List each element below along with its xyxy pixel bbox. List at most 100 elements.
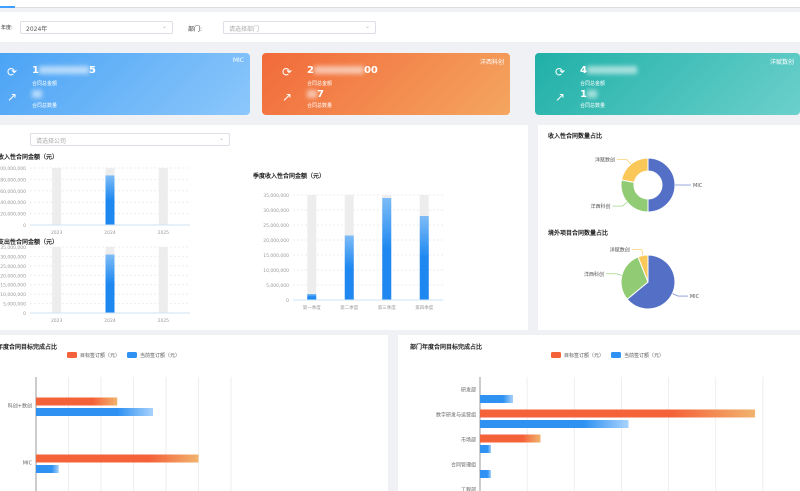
- legend-label: 当前签订额（元）: [140, 352, 180, 359]
- y-tick-label: 10,000,000: [263, 268, 289, 274]
- dept-placeholder: 请选择部门: [229, 26, 260, 33]
- bar: [307, 294, 317, 300]
- amount-panel: 请选择公司 ⌄ 收入性合同金额（元） 0 20,000,000 40,000,000 60…: [0, 125, 528, 330]
- current-amount-bar: [480, 420, 629, 428]
- x-tick-label: 2025: [158, 230, 170, 236]
- top-tab-bar: [0, 0, 800, 8]
- chart-title: 部门年度合同目标完成占比: [410, 343, 482, 351]
- card-amount: 2 00: [307, 65, 378, 76]
- x-tick-label: 2024: [104, 318, 116, 324]
- y-tick-label: 100,000,000: [0, 166, 26, 172]
- chevron-down-icon: ⌄: [161, 23, 167, 30]
- chevron-down-icon: ⌄: [364, 23, 370, 30]
- y-category-label: 合同管理组: [451, 462, 476, 469]
- current-amount-bar: [480, 470, 491, 478]
- card-count: 7: [307, 89, 324, 100]
- y-tick-label: 30,000,000: [0, 254, 26, 260]
- target-amount-bar: [480, 409, 755, 418]
- y-tick-label: 5,000,000: [266, 283, 289, 289]
- x-tick-label: 2025: [158, 318, 170, 324]
- company-select[interactable]: 请选择公司 ⌄: [30, 133, 230, 146]
- bar: [344, 235, 354, 300]
- current-amount-bar: [480, 445, 491, 453]
- y-tick-label: 15,000,000: [0, 283, 26, 289]
- slice-label: 洋赋数创: [595, 157, 615, 164]
- trend-up-icon: ↗: [282, 90, 293, 104]
- chart-title: 收入性合同金额（元）: [0, 153, 58, 161]
- expense-amount-chart: 支出性合同金额（元） 0 5,000,000 10,000,000 15,000,000…: [0, 238, 190, 324]
- y-tick-label: 35,000,000: [0, 245, 26, 251]
- y-tick-label: 10,000,000: [0, 292, 26, 298]
- bar: [419, 216, 429, 300]
- y-tick-label: 25,000,000: [0, 264, 26, 270]
- card-count: 1: [580, 89, 597, 100]
- dept-select[interactable]: 请选择部门 ⌄: [223, 21, 376, 34]
- y-category-label: MIC: [23, 461, 33, 467]
- chevron-down-icon: ⌄: [218, 135, 224, 142]
- chart-title: 支出性合同金额（元）: [0, 238, 58, 246]
- current-amount-bar: [36, 465, 59, 473]
- legend-label: 目标签订额（元）: [564, 352, 604, 359]
- x-tick-label: 2023: [51, 230, 63, 236]
- pie-slice: [620, 179, 649, 213]
- pie-slice: [637, 254, 649, 283]
- yen-cycle-icon: ⟳: [282, 65, 293, 79]
- pie-slice: [647, 157, 676, 213]
- year-value: 2024年: [26, 26, 48, 33]
- y-category-label: 研发部: [461, 387, 476, 394]
- card-count-label: 合同总数量: [307, 103, 333, 109]
- pie-slice: [626, 254, 676, 310]
- label-line: [672, 293, 688, 297]
- card-tag: 洋赋数创: [769, 59, 794, 66]
- chart-title: 境外项目合同数量占比: [548, 229, 608, 237]
- card-count-label: 合同总数量: [32, 103, 58, 109]
- y-tick-label: 35,000,000: [263, 193, 289, 199]
- dept-label: 部门:: [188, 26, 203, 33]
- y-tick-label: 0: [23, 311, 26, 317]
- y-category-label: 数字研发与运营组: [436, 412, 476, 419]
- bar: [105, 175, 115, 225]
- summary-card: 洋赋数创 ⟳ 4 合同总金额 ↗ 1 合同总数量: [535, 53, 800, 115]
- trend-up-icon: ↗: [555, 90, 566, 104]
- card-amount: 4: [580, 65, 637, 76]
- card-tag: 洋西科创: [479, 59, 504, 66]
- card-count-label: 合同总数量: [580, 103, 606, 109]
- year-label: 年度:: [1, 25, 13, 31]
- bar-background: [158, 168, 168, 225]
- y-tick-label: 0: [286, 298, 289, 304]
- bar: [105, 254, 115, 313]
- slice-label: MIC: [690, 294, 700, 300]
- summary-card: 洋西科创 ⟳ 2 00 合同总金额 ↗ 7 合同总数量: [262, 53, 510, 115]
- y-tick-label: 20,000,000: [0, 273, 26, 279]
- card-tag: MIC: [232, 57, 244, 64]
- y-tick-label: 20,000,000: [263, 238, 289, 244]
- bar: [382, 198, 392, 300]
- card-amount-label: 合同总金额: [32, 81, 58, 87]
- target-amount-bar: [36, 454, 199, 463]
- bar-background: [52, 168, 62, 225]
- active-tab-indicator[interactable]: [0, 6, 15, 8]
- company-target-panel: 年度合同目标完成占比 目标签订额（元） 当前签订额（元） 科创+数创 MIC: [0, 335, 388, 491]
- year-select[interactable]: 2024年 ⌄: [20, 21, 173, 34]
- legend-label: 目标签订额（元）: [80, 352, 120, 359]
- legend-swatch: [551, 352, 561, 358]
- x-tick-label: 2024: [104, 230, 116, 236]
- legend-swatch: [611, 352, 621, 358]
- chart-title: 收入性合同数量占比: [548, 132, 602, 140]
- y-tick-label: 15,000,000: [263, 253, 289, 259]
- y-tick-label: 25,000,000: [263, 223, 289, 229]
- pie-slice: [620, 256, 649, 300]
- yen-cycle-icon: ⟳: [7, 65, 18, 79]
- bar-background: [307, 195, 317, 300]
- y-tick-label: 30,000,000: [263, 208, 289, 214]
- label-line: [606, 273, 622, 276]
- trend-up-icon: ↗: [7, 90, 18, 104]
- y-tick-label: 5,000,000: [3, 302, 26, 308]
- legend-swatch: [127, 352, 137, 358]
- y-category-label: 市场部: [461, 437, 476, 444]
- y-category-label: 科创+数创: [8, 403, 32, 410]
- target-amount-bar: [480, 434, 541, 443]
- y-category-label: 工程部: [461, 487, 476, 491]
